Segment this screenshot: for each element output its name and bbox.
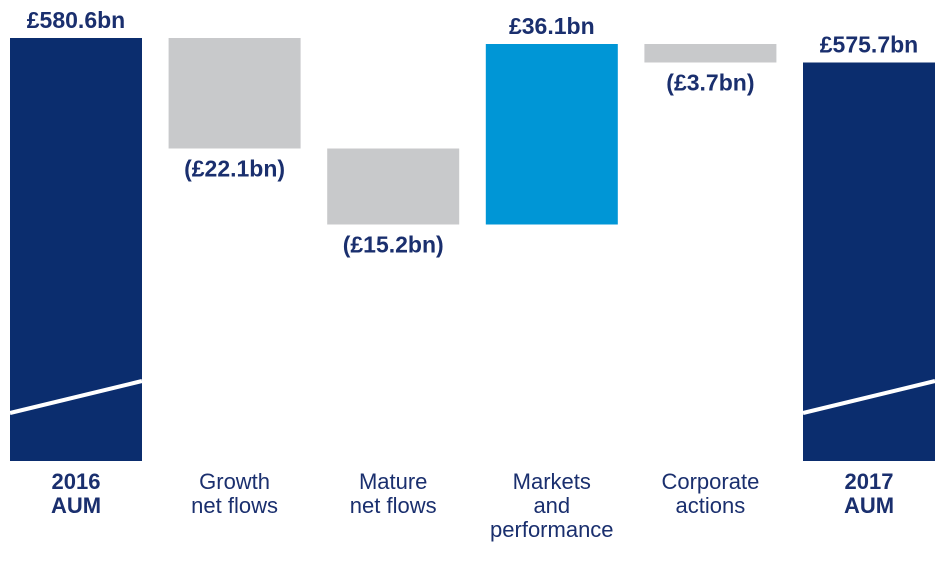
category-label: 2017 AUM [843, 469, 895, 518]
value-label: £580.6bn [27, 7, 125, 33]
category-label: 2016 AUM [50, 469, 102, 518]
bar [168, 38, 301, 149]
axis-break [9, 379, 143, 415]
value-label: £36.1bn [509, 13, 595, 39]
axis-break [802, 379, 936, 415]
value-label: (£15.2bn) [343, 232, 444, 258]
bar [803, 62, 935, 461]
bar [327, 148, 460, 225]
category-label: Markets and performance [490, 469, 614, 542]
bar [485, 44, 618, 225]
value-label: £575.7bn [820, 32, 918, 58]
category-label: Corporate actions [661, 469, 760, 518]
category-label: Growth net flows [191, 469, 278, 518]
value-label: (£22.1bn) [184, 156, 285, 182]
bar [644, 44, 777, 63]
category-label: Mature net flows [349, 469, 437, 518]
bar [10, 38, 142, 461]
value-label: (£3.7bn) [666, 70, 754, 96]
